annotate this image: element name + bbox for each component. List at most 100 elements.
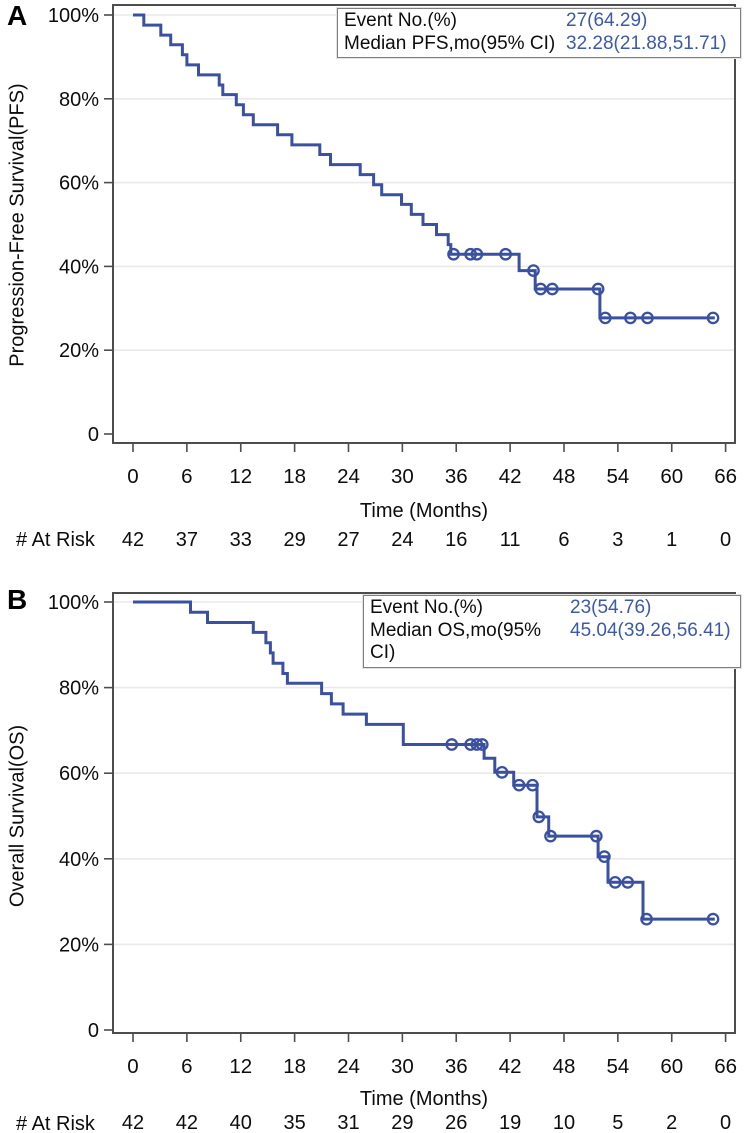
km-curve-a [133, 13, 715, 320]
y-tick-label: 80% [59, 89, 99, 111]
censor-mark [534, 282, 547, 296]
panel-b-at-risk-label: # At Risk [16, 1113, 95, 1133]
x-tick-label: 24 [337, 1055, 360, 1078]
panel-a-letter: A [7, 0, 28, 31]
legend-value: 45.04(39.26,56.41) [570, 619, 731, 641]
legend-value: 27(64.29) [566, 10, 648, 31]
censor-mark [706, 912, 720, 926]
x-tick-label: 36 [445, 465, 468, 488]
censor-mark [621, 875, 635, 889]
km-curve-b [133, 600, 715, 921]
censor-mark [589, 829, 603, 843]
censor-mark [464, 738, 477, 751]
censor-mark [447, 247, 460, 261]
plot-border-a [112, 4, 736, 444]
censor-mark [475, 738, 489, 751]
x-tick-label: 12 [229, 1055, 252, 1078]
at-risk-count: 19 [499, 1112, 521, 1133]
at-risk-count: 42 [122, 1112, 144, 1133]
x-tick-label: 0 [127, 465, 138, 488]
censor-mark [706, 311, 720, 325]
censor-mark [545, 282, 559, 296]
censor-mark [608, 875, 622, 889]
panel-a-at-risk-label: # At Risk [16, 529, 95, 551]
x-tick-label: 54 [606, 1055, 629, 1078]
at-risk-count: 11 [500, 529, 521, 551]
panel-a-x-axis-title: Time (Months) [359, 500, 489, 522]
x-tick-label: 30 [391, 1055, 414, 1078]
censor-mark [641, 311, 654, 325]
at-risk-count: 16 [445, 529, 467, 551]
x-tick-label: 42 [499, 465, 522, 488]
panel-b-letter: B [7, 584, 28, 615]
at-risk-count: 10 [553, 1112, 575, 1133]
x-tick-label: 60 [660, 465, 683, 488]
plot-border-b [112, 592, 736, 1034]
censor-mark [591, 282, 605, 296]
at-risk-count: 42 [122, 529, 144, 551]
censor-mark [598, 311, 612, 325]
at-risk-count: 40 [230, 1112, 252, 1133]
x-tick-label: 66 [714, 465, 737, 488]
at-risk-count: 37 [176, 529, 198, 551]
censor-mark [532, 810, 546, 824]
x-tick-label: 60 [660, 1055, 683, 1078]
x-tick-label: 48 [553, 465, 576, 488]
x-tick-label: 66 [714, 1055, 737, 1078]
censor-mark [512, 778, 526, 792]
x-tick-label: 48 [553, 1055, 576, 1078]
at-risk-count: 6 [558, 529, 569, 551]
censor-mark [640, 912, 653, 926]
at-risk-count: 42 [176, 1112, 198, 1133]
x-tick-label: 12 [229, 465, 252, 488]
legend-label: Median OS,mo(95% CI) [370, 619, 542, 664]
x-tick-label: 0 [127, 1055, 138, 1078]
y-tick-label: 0 [88, 1020, 99, 1042]
legend-label: Median PFS,mo(95% CI) [344, 32, 556, 54]
legend-row-median: Median OS,mo(95% CI) 45.04(39.26,56.41) [370, 620, 734, 665]
at-risk-count: 29 [283, 529, 305, 551]
censor-mark [499, 247, 512, 261]
at-risk-count: 33 [230, 529, 252, 551]
x-tick-label: 36 [445, 1055, 468, 1078]
y-tick-label: 40% [59, 849, 99, 871]
panel-a-legend-box: Event No.(%) 27(64.29) Median PFS,mo(95%… [337, 8, 741, 58]
at-risk-count: 27 [337, 529, 359, 551]
y-tick-label: 0 [88, 424, 99, 446]
y-tick-label: 60% [59, 763, 99, 785]
panel-b-x-axis-title: Time (Months) [359, 1088, 489, 1110]
at-risk-count: 35 [283, 1112, 305, 1133]
censor-mark [527, 264, 540, 277]
legend-value: 32.28(21.88,51.71) [566, 32, 727, 54]
y-tick-label: 100% [48, 592, 99, 614]
panel-b-legend-box: Event No.(%) 23(54.76) Median OS,mo(95% … [363, 595, 741, 668]
at-risk-count: 26 [445, 1112, 467, 1133]
x-tick-label: 6 [181, 465, 192, 488]
y-tick-label: 20% [59, 934, 99, 956]
legend-value: 23(54.76) [570, 597, 652, 618]
at-risk-count: 2 [666, 1112, 677, 1133]
x-tick-label: 42 [499, 1055, 522, 1078]
at-risk-count: 0 [720, 529, 731, 551]
censor-mark [470, 738, 484, 751]
censor-mark [544, 829, 557, 843]
legend-row-events: Event No.(%) 27(64.29) [344, 10, 734, 33]
censor-mark [464, 247, 477, 261]
x-tick-label: 30 [391, 465, 414, 488]
y-tick-label: 20% [59, 340, 99, 362]
censor-mark [495, 765, 509, 779]
censor-mark [526, 778, 539, 792]
at-risk-count: 24 [391, 529, 413, 551]
x-tick-label: 18 [283, 1055, 306, 1078]
legend-row-median: Median PFS,mo(95% CI) 32.28(21.88,51.71) [344, 33, 734, 56]
legend-label: Event No.(%) [370, 597, 483, 618]
at-risk-count: 31 [337, 1112, 359, 1133]
at-risk-count: 5 [612, 1112, 623, 1133]
y-tick-label: 100% [48, 5, 99, 27]
y-tick-label: 40% [59, 256, 99, 278]
x-tick-label: 54 [606, 465, 629, 488]
at-risk-count: 0 [720, 1112, 731, 1133]
legend-row-events: Event No.(%) 23(54.76) [370, 597, 734, 620]
at-risk-count: 29 [391, 1112, 413, 1133]
